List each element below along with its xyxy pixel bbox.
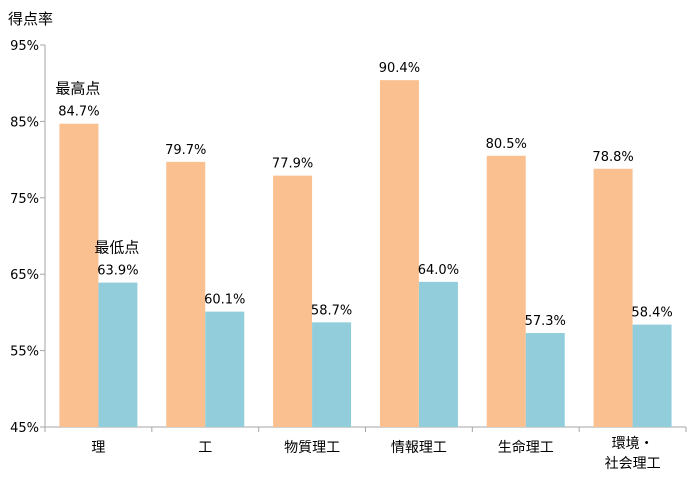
y-tick-label: 95% [10, 39, 39, 54]
bar-max [593, 168, 633, 427]
bar-min [312, 322, 352, 427]
y-tick-label: 45% [10, 421, 39, 436]
data-label: 90.4% [379, 61, 420, 76]
x-tick-label: 生命理工 [498, 439, 554, 456]
bar-min [418, 281, 458, 427]
bar-max [59, 123, 99, 427]
bar-max [166, 161, 206, 427]
x-tick-label: 情報理工 [391, 440, 447, 456]
data-label: 77.9% [272, 157, 313, 172]
y-tick-label: 55% [10, 345, 39, 360]
series-annotation: 最低点 [94, 239, 139, 257]
bar-min [205, 311, 245, 427]
data-label: 60.1% [204, 293, 245, 308]
series-annotation: 最高点 [55, 80, 100, 98]
y-tick-label: 75% [10, 192, 39, 207]
data-label: 58.4% [631, 306, 672, 321]
x-tick-label: 理 [91, 440, 105, 456]
x-tick-label: 物質理工 [284, 440, 340, 456]
bar-min [632, 324, 672, 427]
y-axis-title: 得点率 [8, 10, 53, 28]
x-tick-label: 社会理工 [605, 456, 661, 472]
data-label: 57.3% [525, 314, 566, 329]
data-label: 58.7% [311, 303, 352, 318]
x-tick-label: 工 [198, 440, 212, 456]
bar-max [486, 155, 526, 427]
data-label: 80.5% [486, 137, 527, 152]
data-label: 84.7% [58, 105, 99, 120]
y-tick-label: 65% [10, 268, 39, 283]
data-label: 63.9% [97, 264, 138, 279]
bar-max [379, 80, 419, 428]
data-label: 78.8% [592, 150, 633, 165]
data-label: 79.7% [165, 143, 206, 158]
bar-max [273, 175, 313, 427]
bar-min [525, 333, 565, 427]
data-label: 64.0% [418, 263, 459, 278]
y-tick-label: 85% [10, 115, 39, 130]
x-tick-label: 環境・ [612, 436, 654, 452]
bar-min [98, 282, 138, 427]
